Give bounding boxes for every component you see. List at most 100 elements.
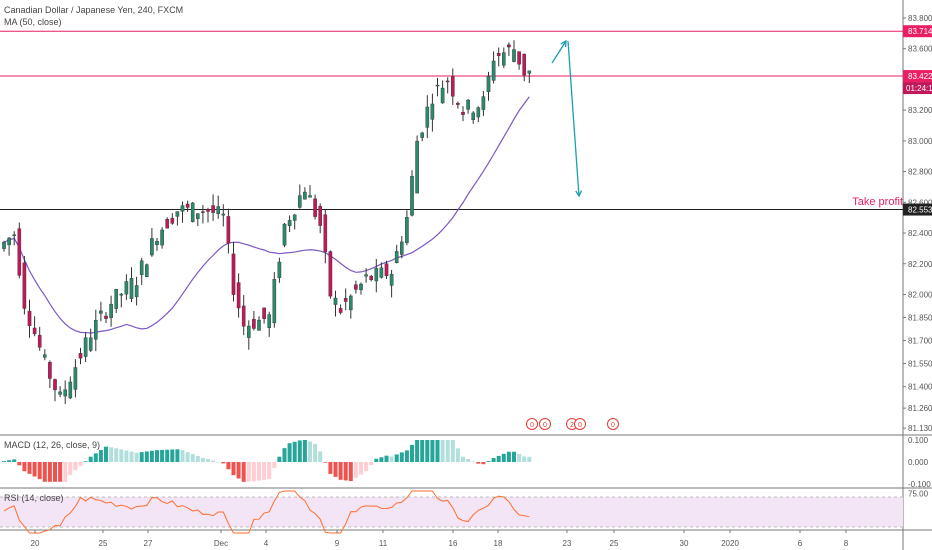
macd-bar bbox=[506, 451, 511, 462]
candle-body bbox=[466, 99, 470, 110]
macd-bar bbox=[73, 462, 78, 471]
x-tick-label: 16 bbox=[449, 539, 458, 548]
macd-bar bbox=[47, 462, 52, 482]
macd-bar bbox=[440, 440, 445, 462]
candle-body bbox=[134, 285, 139, 298]
candle-body bbox=[83, 337, 88, 357]
macd-bar bbox=[343, 462, 348, 481]
candle-body bbox=[180, 205, 185, 212]
candle-body bbox=[252, 319, 256, 329]
y-tick-label: 83.000 bbox=[908, 137, 932, 146]
macd-bar bbox=[144, 451, 149, 462]
macd-bar bbox=[216, 461, 221, 463]
macd-bar bbox=[98, 450, 103, 462]
event-marker-label: 0 bbox=[543, 422, 547, 429]
macd-bar bbox=[333, 462, 338, 477]
candle-body bbox=[292, 214, 297, 221]
projection-arrow-up-head bbox=[560, 39, 567, 48]
macd-bar bbox=[200, 458, 205, 462]
candle-body bbox=[496, 53, 501, 56]
candle-body bbox=[502, 52, 506, 66]
candle-body bbox=[63, 389, 67, 397]
candle-body bbox=[226, 216, 231, 244]
candle-body bbox=[17, 228, 22, 276]
candle-body bbox=[287, 220, 292, 226]
macd-bar bbox=[430, 440, 435, 462]
candle-body bbox=[7, 237, 11, 246]
candle-body bbox=[139, 260, 144, 275]
y-tick-label: 81.850 bbox=[908, 314, 932, 323]
macd-bar bbox=[124, 450, 129, 462]
rsi-band bbox=[0, 497, 903, 527]
candle-body bbox=[129, 278, 134, 299]
candle-body bbox=[298, 195, 302, 208]
candle-body bbox=[354, 284, 358, 290]
macd-bar bbox=[445, 440, 450, 462]
price-level-label: 83.714 bbox=[908, 27, 932, 36]
macd-bar bbox=[282, 448, 287, 462]
candle-body bbox=[236, 282, 241, 309]
macd-bar bbox=[292, 441, 297, 462]
candle-body bbox=[99, 310, 103, 314]
macd-bar bbox=[302, 440, 307, 462]
macd-bar bbox=[58, 462, 63, 482]
macd-bar bbox=[149, 450, 154, 462]
candle-body bbox=[359, 283, 363, 291]
macd-bar bbox=[83, 461, 88, 462]
y-tick-label: 82.800 bbox=[908, 168, 932, 177]
candle-body bbox=[313, 198, 317, 217]
candle-body bbox=[144, 264, 149, 277]
candle-body bbox=[267, 314, 272, 328]
candle-body bbox=[282, 223, 287, 246]
candle-body bbox=[415, 140, 419, 194]
symbol-title: Canadian Dollar / Japanese Yen, 240, FXC… bbox=[4, 5, 184, 15]
candle-body bbox=[262, 307, 266, 319]
candle-body bbox=[328, 251, 333, 297]
macd-bar bbox=[12, 459, 17, 462]
candle-body bbox=[109, 303, 113, 318]
macd-bar bbox=[134, 452, 139, 462]
x-tick-label: 20 bbox=[31, 539, 40, 548]
macd-bar bbox=[486, 461, 491, 462]
candle-body bbox=[405, 217, 409, 243]
event-marker-icon bbox=[526, 418, 538, 430]
candle-body bbox=[517, 51, 521, 65]
price-level-label: 83.422 bbox=[908, 72, 932, 81]
macd-bar bbox=[2, 461, 6, 462]
candle-body bbox=[343, 298, 348, 302]
macd-bar bbox=[267, 462, 272, 480]
macd-bar bbox=[476, 462, 481, 464]
y-tick-label: 83.800 bbox=[908, 14, 932, 23]
macd-bar bbox=[527, 456, 532, 462]
macd-bar bbox=[313, 443, 318, 462]
macd-bar bbox=[180, 450, 185, 462]
macd-tick-label: -0.100 bbox=[908, 480, 931, 489]
candle-body bbox=[277, 261, 282, 278]
macd-bar bbox=[17, 462, 22, 466]
macd-bar bbox=[466, 459, 471, 462]
macd-bar bbox=[129, 451, 134, 462]
macd-bar bbox=[359, 462, 363, 475]
x-tick-label: 30 bbox=[680, 539, 689, 548]
event-marker-label: 0 bbox=[578, 422, 582, 429]
candle-body bbox=[522, 53, 526, 76]
candle-body bbox=[68, 381, 73, 399]
macd-bar bbox=[389, 456, 394, 462]
macd-bar bbox=[522, 456, 527, 462]
macd-bar bbox=[308, 441, 312, 462]
candle-body bbox=[195, 213, 200, 219]
macd-tick-label: 0.000 bbox=[908, 458, 929, 467]
macd-bar bbox=[104, 446, 108, 462]
candle-body bbox=[231, 253, 236, 295]
candle-body bbox=[114, 288, 118, 309]
candle-body bbox=[48, 362, 52, 379]
candle-body bbox=[507, 44, 511, 48]
candle-body bbox=[175, 211, 180, 217]
candle-body bbox=[155, 241, 159, 245]
projection-arrow-up bbox=[551, 40, 567, 64]
macd-bar bbox=[185, 452, 190, 462]
macd-bar bbox=[369, 462, 374, 466]
macd-bar bbox=[364, 462, 369, 472]
